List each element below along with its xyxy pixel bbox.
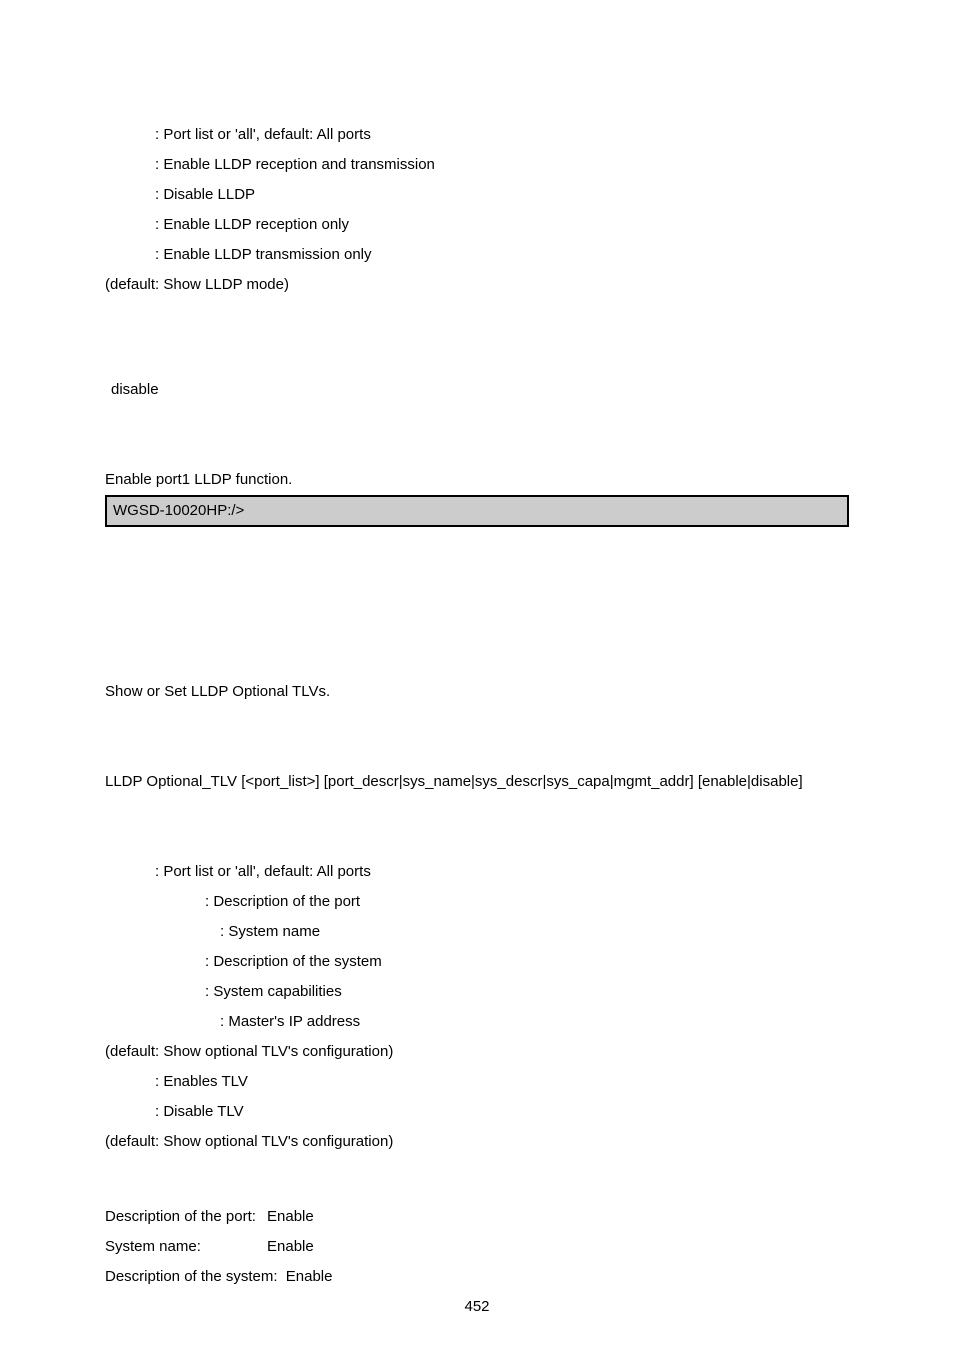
default-setting: disable <box>105 375 849 405</box>
page-number-text: 452 <box>464 1298 489 1315</box>
param-text: : Port list or 'all', default: All ports <box>155 126 371 143</box>
syntax-text: LLDP Optional_TLV [<port_list>] [port_de… <box>105 773 803 790</box>
param-line: : Port list or 'all', default: All ports <box>105 857 849 887</box>
param-line: : Enable LLDP reception only <box>105 210 849 240</box>
default-note: (default: Show LLDP mode) <box>105 270 849 300</box>
default-note: (default: Show optional TLV's configurat… <box>105 1037 849 1067</box>
param-line: : Enables TLV <box>105 1067 849 1097</box>
example-description-text: Enable port1 LLDP function. <box>105 471 292 488</box>
command-box: WGSD-10020HP:/> <box>105 495 849 527</box>
param-text: : Master's IP address <box>220 1013 360 1030</box>
param-line: : System name <box>105 917 849 947</box>
defaults-row: Description of the port: Enable <box>105 1202 849 1232</box>
syntax-line: LLDP Optional_TLV [<port_list>] [port_de… <box>105 767 849 797</box>
spacer <box>105 797 849 857</box>
default-setting-text: disable <box>111 381 159 398</box>
defaults-row: System name: Enable <box>105 1232 849 1262</box>
param-text: : Disable TLV <box>155 1103 244 1120</box>
param-line: : Disable TLV <box>105 1097 849 1127</box>
param-line: : Port list or 'all', default: All ports <box>105 120 849 150</box>
param-line: : Description of the system <box>105 947 849 977</box>
param-line: : Enable LLDP transmission only <box>105 240 849 270</box>
spacer <box>105 1157 849 1202</box>
default-note: (default: Show optional TLV's configurat… <box>105 1127 849 1157</box>
spacer <box>105 707 849 767</box>
param-text: : Disable LLDP <box>155 186 255 203</box>
param-text: : System name <box>220 923 320 940</box>
spacer <box>105 405 849 465</box>
page-number: 452 <box>0 1292 954 1322</box>
page: : Port list or 'all', default: All ports… <box>0 0 954 1350</box>
param-line: : Enable LLDP reception and transmission <box>105 150 849 180</box>
param-text: : Enable LLDP transmission only <box>155 246 372 263</box>
default-note-text: (default: Show optional TLV's configurat… <box>105 1043 393 1060</box>
spacer <box>105 300 849 375</box>
param-line: : Disable LLDP <box>105 180 849 210</box>
spacer <box>105 527 849 677</box>
param-text: : Description of the port <box>205 893 360 910</box>
param-text: : System capabilities <box>205 983 342 1000</box>
defaults-row: Description of the system: Enable <box>105 1262 849 1292</box>
param-text: : Description of the system <box>205 953 382 970</box>
defaults-value: Enable <box>267 1202 314 1232</box>
defaults-label: Description of the system: <box>105 1268 278 1285</box>
defaults-value: Enable <box>267 1232 314 1262</box>
param-line: : Description of the port <box>105 887 849 917</box>
defaults-label: Description of the port: <box>105 1202 267 1232</box>
param-line: : System capabilities <box>105 977 849 1007</box>
param-text: : Port list or 'all', default: All ports <box>155 863 371 880</box>
param-text: : Enable LLDP reception only <box>155 216 349 233</box>
section-description: Show or Set LLDP Optional TLVs. <box>105 677 849 707</box>
example-description: Enable port1 LLDP function. <box>105 465 849 495</box>
defaults-value: Enable <box>282 1268 333 1285</box>
param-line: : Master's IP address <box>105 1007 849 1037</box>
param-text: : Enables TLV <box>155 1073 248 1090</box>
default-note-text: (default: Show optional TLV's configurat… <box>105 1133 393 1150</box>
param-text: : Enable LLDP reception and transmission <box>155 156 435 173</box>
section-description-text: Show or Set LLDP Optional TLVs. <box>105 683 330 700</box>
defaults-label: System name: <box>105 1232 267 1262</box>
default-note-text: (default: Show LLDP mode) <box>105 276 289 293</box>
command-prompt-text: WGSD-10020HP:/> <box>113 502 244 519</box>
